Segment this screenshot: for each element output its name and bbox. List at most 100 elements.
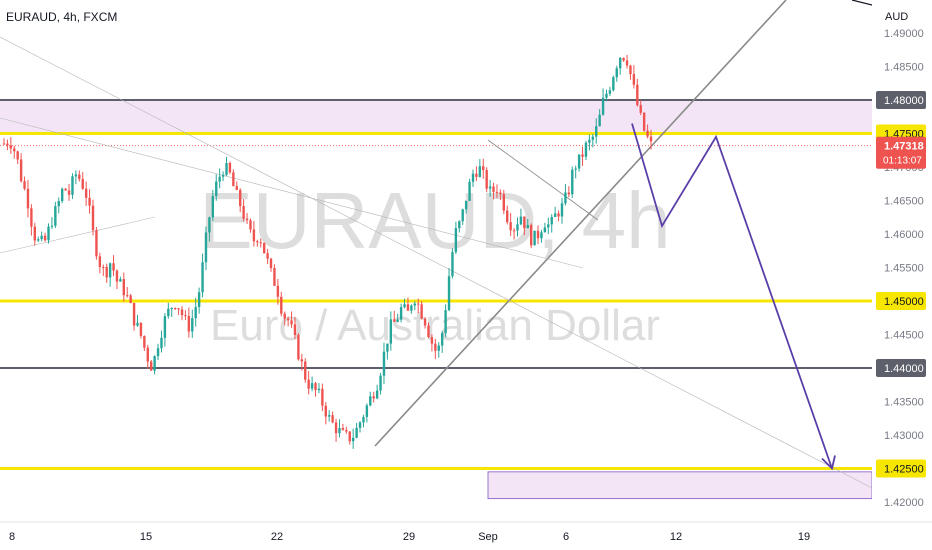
candle-body [382, 351, 386, 376]
candle-body [540, 232, 543, 239]
candle-body [393, 319, 396, 322]
candles-layer [2, 54, 653, 449]
candle-body [324, 405, 327, 417]
candle-body [23, 181, 26, 189]
candle-body [98, 256, 102, 267]
candle-body [225, 163, 228, 175]
candle-body [218, 176, 221, 182]
candle-body [204, 232, 208, 263]
candle-body [399, 307, 403, 320]
candle-body [280, 296, 283, 314]
candle-body [78, 174, 81, 180]
candle-body [557, 213, 560, 217]
candle-body [646, 130, 649, 137]
candle-body [81, 179, 84, 189]
candle-body [571, 169, 574, 195]
candle-body [365, 405, 369, 417]
candle-body [150, 361, 153, 371]
candle-body [564, 192, 567, 204]
candle-body [242, 206, 245, 219]
candle-body [208, 217, 211, 233]
candle-body [529, 225, 533, 246]
candle-body [440, 333, 444, 346]
candle-body [447, 276, 451, 311]
candle-body [649, 136, 653, 142]
candle-body [143, 335, 146, 348]
price-axis-highlight [876, 292, 926, 310]
candle-body [321, 388, 324, 406]
price-axis-tick-label: 1.46000 [884, 229, 924, 241]
candle-body [434, 343, 437, 351]
price-axis-tick-label: 1.44500 [884, 330, 924, 342]
candle-body [632, 74, 636, 85]
candle-body [122, 279, 126, 296]
candle-body [331, 415, 334, 423]
candle-body [37, 239, 40, 241]
candle-body [423, 318, 427, 326]
candle-body [355, 427, 358, 438]
candle-body [108, 263, 112, 278]
candle-body [437, 345, 440, 351]
candle-body [358, 422, 362, 428]
price-axis-highlight [876, 459, 926, 478]
candle-body [156, 348, 160, 357]
candle-body [276, 285, 280, 297]
candle-body [485, 170, 488, 189]
levels-layer [0, 99, 872, 470]
candle-body [167, 308, 170, 317]
candle-body [13, 148, 16, 152]
candle-body [605, 93, 608, 98]
candle-body [519, 216, 523, 225]
candle-body [547, 224, 550, 228]
candle-body [625, 60, 629, 66]
candle-body [235, 186, 238, 190]
target-zone [487, 471, 873, 500]
candle-body [249, 220, 252, 230]
resistance-zone [0, 100, 872, 134]
price-axis[interactable]: AUD1.490001.485001.480001.475001.470001.… [872, 0, 932, 550]
candle-body [375, 390, 379, 399]
candle-body [43, 235, 47, 241]
current-price-badge [876, 136, 926, 169]
candle-body [386, 343, 389, 352]
candle-body [180, 309, 184, 316]
candle-body [64, 188, 67, 191]
candle-body [126, 295, 129, 297]
candle-body [629, 65, 632, 75]
long-descending-trendline [0, 36, 873, 489]
candle-body [406, 304, 410, 311]
candle-body [304, 361, 307, 380]
candle-body [153, 356, 156, 371]
time-axis[interactable]: 8 15 22 29 Sep 6 12 19 [0, 521, 932, 543]
price-axis-tick-label: 1.42500 [884, 464, 924, 476]
candle-body [177, 308, 180, 310]
candle-body [74, 174, 78, 177]
candle-body [245, 218, 249, 221]
candle-body [591, 136, 595, 140]
time-axis-tick-label: Sep [478, 531, 498, 543]
candle-body [252, 229, 256, 242]
candle-body [60, 188, 64, 202]
candle-body [512, 230, 516, 232]
candle-body [420, 304, 423, 319]
candle-body [19, 159, 23, 182]
watermark-layer: EURAUD, 4h Euro / Australian Dollar [199, 176, 670, 350]
candle-body [228, 163, 232, 173]
candle-body [550, 216, 553, 225]
candle-body [300, 359, 304, 362]
price-axis-tick-label: 1.44000 [884, 363, 924, 375]
candle-body [567, 192, 571, 195]
candle-body [577, 154, 581, 169]
price-axis-tick-label: 1.42000 [884, 497, 924, 509]
time-axis-tick-label: 29 [403, 531, 415, 543]
candle-body [574, 168, 577, 170]
candle-body [526, 225, 529, 229]
candle-body [9, 145, 13, 149]
candle-body [379, 375, 382, 391]
candle-body [601, 97, 605, 115]
candle-body [307, 379, 310, 389]
candle-body [482, 166, 485, 171]
candle-body [560, 203, 564, 217]
candle-body [139, 322, 143, 336]
